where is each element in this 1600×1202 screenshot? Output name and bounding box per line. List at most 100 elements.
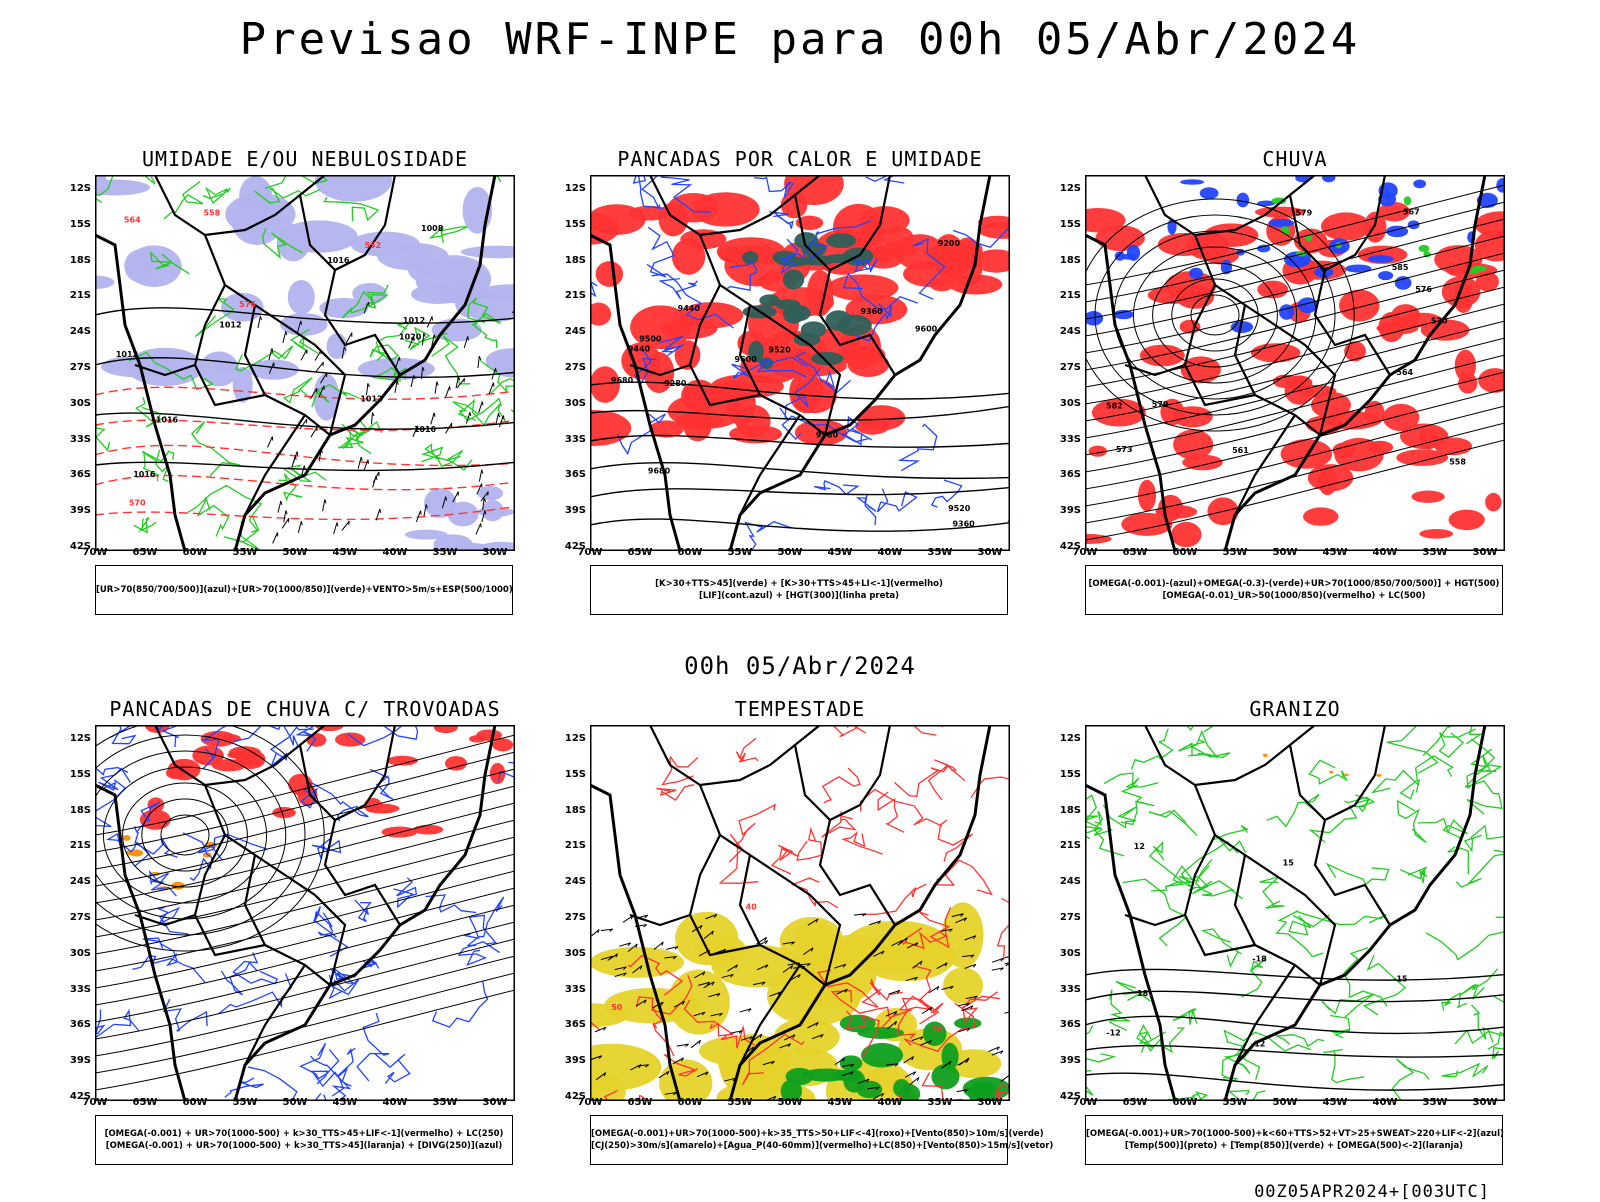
latitude-label: 12S bbox=[1051, 733, 1081, 744]
panel-legend: [K>30+TTS>45](verde) + [K>30+TTS>45+LI<-… bbox=[590, 565, 1008, 615]
latitude-label: 21S bbox=[61, 840, 91, 851]
latitude-label: 15S bbox=[1051, 769, 1081, 780]
longitude-label: 40W bbox=[375, 1097, 415, 1108]
legend-line: [Temp(500)](preto) + [Temp(850)](verde) … bbox=[1086, 1140, 1502, 1152]
panel-legend: [OMEGA(-0.001)+UR>70(1000-500)+k<60+TTS>… bbox=[1085, 1115, 1503, 1165]
latitude-label: 39S bbox=[61, 1055, 91, 1066]
contour-label: 558 bbox=[203, 208, 220, 217]
longitude-label: 70W bbox=[1065, 547, 1105, 558]
latitude-label: 39S bbox=[1051, 505, 1081, 516]
longitude-label: 40W bbox=[870, 1097, 910, 1108]
contour-label: 576 bbox=[1415, 285, 1432, 294]
latitude-label: 33S bbox=[556, 434, 586, 445]
latitude-label: 21S bbox=[556, 290, 586, 301]
latitude-label: 30S bbox=[61, 948, 91, 959]
longitude-label: 65W bbox=[620, 1097, 660, 1108]
contour-label: 573 bbox=[1116, 445, 1133, 454]
latitude-label: 12S bbox=[61, 733, 91, 744]
longitude-label: 30W bbox=[1465, 1097, 1505, 1108]
longitude-label: 30W bbox=[970, 547, 1010, 558]
latitude-label: 18S bbox=[556, 805, 586, 816]
latitude-label: 30S bbox=[556, 398, 586, 409]
latitude-label: 12S bbox=[61, 183, 91, 194]
longitude-label: 50W bbox=[1265, 1097, 1305, 1108]
contour-label: 576 bbox=[239, 300, 256, 309]
longitude-label: 50W bbox=[275, 1097, 315, 1108]
latitude-label: 27S bbox=[556, 362, 586, 373]
contour-label: 579 bbox=[1152, 400, 1169, 409]
longitude-label: 35W bbox=[425, 1097, 465, 1108]
map-svg: 1012101210161016102010161012570576564558… bbox=[95, 175, 515, 551]
latitude-label: 15S bbox=[556, 219, 586, 230]
latitude-label: 15S bbox=[61, 219, 91, 230]
legend-line: [OMEGA(-0.01)_UR>50(1000/850)(vermelho) … bbox=[1086, 590, 1502, 602]
latitude-label: 24S bbox=[556, 876, 586, 887]
contour-label: 567 bbox=[1403, 207, 1420, 216]
latitude-label: 18S bbox=[1051, 255, 1081, 266]
longitude-label: 70W bbox=[570, 547, 610, 558]
panel-title: PANCADAS DE CHUVA C/ TROVOADAS bbox=[95, 697, 515, 721]
contour-label: 9440 bbox=[628, 344, 651, 353]
longitude-label: 45W bbox=[820, 547, 860, 558]
longitude-label: 55W bbox=[720, 547, 760, 558]
longitude-label: 50W bbox=[275, 547, 315, 558]
longitude-label: 70W bbox=[570, 1097, 610, 1108]
longitude-label: 35W bbox=[425, 547, 465, 558]
contour-label: 9360 bbox=[860, 307, 883, 316]
latitude-label: 15S bbox=[61, 769, 91, 780]
longitude-label: 60W bbox=[175, 1097, 215, 1108]
latitude-label: 18S bbox=[61, 805, 91, 816]
longitude-label: 45W bbox=[325, 547, 365, 558]
longitude-label: 40W bbox=[870, 547, 910, 558]
latitude-label: 36S bbox=[1051, 469, 1081, 480]
longitude-label: 70W bbox=[1065, 1097, 1105, 1108]
longitude-label: 35W bbox=[920, 547, 960, 558]
longitude-label: 35W bbox=[1415, 1097, 1455, 1108]
longitude-label: 55W bbox=[720, 1097, 760, 1108]
contour-label: 9520 bbox=[769, 346, 792, 355]
contour-label: 9440 bbox=[678, 304, 701, 313]
contour-label: 9200 bbox=[938, 239, 961, 248]
contour-label: 582 bbox=[1106, 402, 1123, 411]
contour-label: 9580 bbox=[816, 430, 839, 439]
contour-label: 12 bbox=[1134, 842, 1145, 851]
main-title: Previsao WRF-INPE para 00h 05/Abr/2024 bbox=[0, 14, 1600, 65]
latitude-label: 21S bbox=[61, 290, 91, 301]
longitude-label: 35W bbox=[1415, 547, 1455, 558]
latitude-label: 12S bbox=[1051, 183, 1081, 194]
latitude-label: 36S bbox=[61, 469, 91, 480]
longitude-label: 40W bbox=[375, 547, 415, 558]
latitude-label: 36S bbox=[556, 1019, 586, 1030]
panel-legend: [OMEGA(-0.001)-(azul)+OMEGA(-0.3)-(verde… bbox=[1085, 565, 1503, 615]
latitude-label: 27S bbox=[61, 362, 91, 373]
longitude-label: 45W bbox=[1315, 547, 1355, 558]
latitude-label: 30S bbox=[556, 948, 586, 959]
longitude-label: 60W bbox=[670, 547, 710, 558]
contour-label: 9600 bbox=[735, 355, 758, 364]
longitude-label: 45W bbox=[820, 1097, 860, 1108]
latitude-label: 30S bbox=[1051, 398, 1081, 409]
contour-label: 40 bbox=[746, 902, 758, 911]
longitude-label: 30W bbox=[1465, 547, 1505, 558]
latitude-label: 27S bbox=[61, 912, 91, 923]
contour-label: 9600 bbox=[915, 325, 938, 334]
longitude-label: 30W bbox=[475, 1097, 515, 1108]
latitude-label: 15S bbox=[556, 769, 586, 780]
contour-label: 1012 bbox=[360, 394, 382, 403]
contour-label: 9680 bbox=[648, 466, 671, 475]
latitude-label: 36S bbox=[61, 1019, 91, 1030]
latitude-label: 18S bbox=[556, 255, 586, 266]
latitude-label: 33S bbox=[1051, 434, 1081, 445]
latitude-label: 12S bbox=[556, 183, 586, 194]
